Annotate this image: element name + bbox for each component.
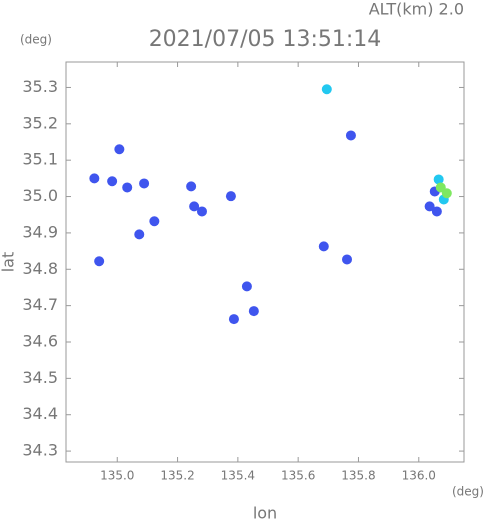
echo-point [318, 241, 329, 252]
y-tick-label: 34.8 [22, 259, 58, 278]
y-tick-label: 35.0 [22, 186, 58, 205]
y-tick-label: 35.3 [22, 77, 58, 96]
y-tick-label: 34.3 [22, 441, 58, 460]
echo-point [114, 144, 125, 155]
echo-point [122, 182, 133, 193]
altitude-label: ALT(km) 2.0 [369, 0, 464, 19]
echo-point [89, 173, 100, 184]
y-tick-label: 34.4 [22, 404, 58, 423]
x-tick-label: 135.6 [281, 469, 315, 483]
echo-point [321, 84, 332, 95]
echo-point [345, 130, 356, 141]
echo-point [431, 206, 442, 217]
echo-point [189, 201, 200, 212]
echo-point [139, 178, 150, 189]
echo-point [225, 191, 236, 202]
echo-point [433, 174, 444, 185]
y-tick-label: 34.9 [22, 222, 58, 241]
y-tick-label: 35.2 [22, 113, 58, 132]
y-tick-label: 35.1 [22, 150, 58, 169]
x-tick-label: 136.0 [402, 469, 436, 483]
chart-title: 2021/07/05 13:51:14 [149, 27, 382, 52]
x-tick-label: 135.4 [221, 469, 255, 483]
echo-point [149, 216, 160, 227]
echo-point [248, 306, 259, 317]
y-axis-title: lat [0, 252, 18, 273]
echo-point [342, 254, 353, 265]
echo-point [435, 182, 446, 193]
echo-point [424, 201, 435, 212]
y-unit: (deg) [20, 33, 52, 47]
x-tick-label: 135.0 [100, 469, 134, 483]
y-tick-label: 34.6 [22, 332, 58, 351]
x-unit: (deg) [452, 485, 484, 499]
x-axis-title: lon [253, 504, 277, 521]
echo-point [196, 206, 207, 217]
echo-point [241, 281, 252, 292]
x-tick-label: 135.2 [160, 469, 194, 483]
y-tick-label: 34.5 [22, 368, 58, 387]
echo-point [94, 256, 105, 267]
x-tick-label: 135.8 [341, 469, 375, 483]
echo-point [228, 314, 239, 325]
echo-point [107, 176, 118, 187]
plot-frame [65, 61, 465, 463]
echo-point [134, 229, 145, 240]
y-tick-label: 34.7 [22, 295, 58, 314]
echo-point [186, 181, 197, 192]
